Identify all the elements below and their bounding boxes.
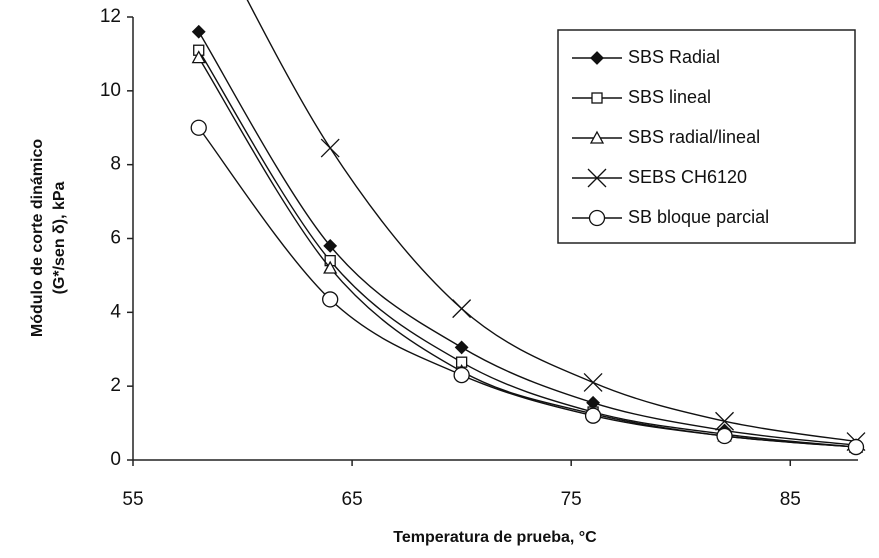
legend-label: SBS lineal xyxy=(628,87,711,107)
x-tick-label: 75 xyxy=(561,489,582,510)
x-tick-label: 85 xyxy=(780,489,801,510)
plot-area xyxy=(190,0,866,456)
marker xyxy=(323,238,338,253)
marker xyxy=(191,24,206,39)
x-axis-title: Temperatura de prueba, °C xyxy=(393,529,597,546)
marker xyxy=(191,50,206,64)
marker xyxy=(847,438,865,456)
legend-marker xyxy=(589,130,605,144)
marker xyxy=(715,411,735,431)
legend-label: SB bloque parcial xyxy=(628,207,769,227)
y-tick-label: 2 xyxy=(110,375,121,396)
y-axis-title: (G*/sen δ), kPa xyxy=(51,181,68,294)
legend-marker xyxy=(587,168,607,188)
x-tick-label: 55 xyxy=(122,489,143,510)
marker xyxy=(584,407,602,424)
y-tick-label: 6 xyxy=(110,228,121,249)
marker xyxy=(322,291,339,308)
marker xyxy=(320,138,340,158)
marker xyxy=(190,119,207,136)
legend-label: SEBS CH6120 xyxy=(628,167,747,187)
y-tick-label: 4 xyxy=(110,301,121,322)
y-tick-label: 8 xyxy=(110,154,121,175)
marker xyxy=(323,260,338,274)
marker xyxy=(716,427,733,445)
marker xyxy=(583,373,603,392)
marker xyxy=(452,299,472,319)
legend-marker xyxy=(590,51,604,65)
x-tick-label: 65 xyxy=(342,489,363,510)
legend-label: SBS radial/lineal xyxy=(628,127,760,147)
marker xyxy=(453,366,470,384)
y-tick-label: 10 xyxy=(100,80,121,101)
legend xyxy=(557,29,856,244)
y-tick-label: 0 xyxy=(110,449,121,470)
legend-marker xyxy=(591,92,603,104)
y-axis-title: Módulo de corte dinámico xyxy=(29,139,46,337)
legend-label: SBS Radial xyxy=(628,47,720,67)
y-tick-label: 12 xyxy=(100,6,121,27)
marker xyxy=(454,340,469,355)
legend-marker xyxy=(588,209,606,227)
